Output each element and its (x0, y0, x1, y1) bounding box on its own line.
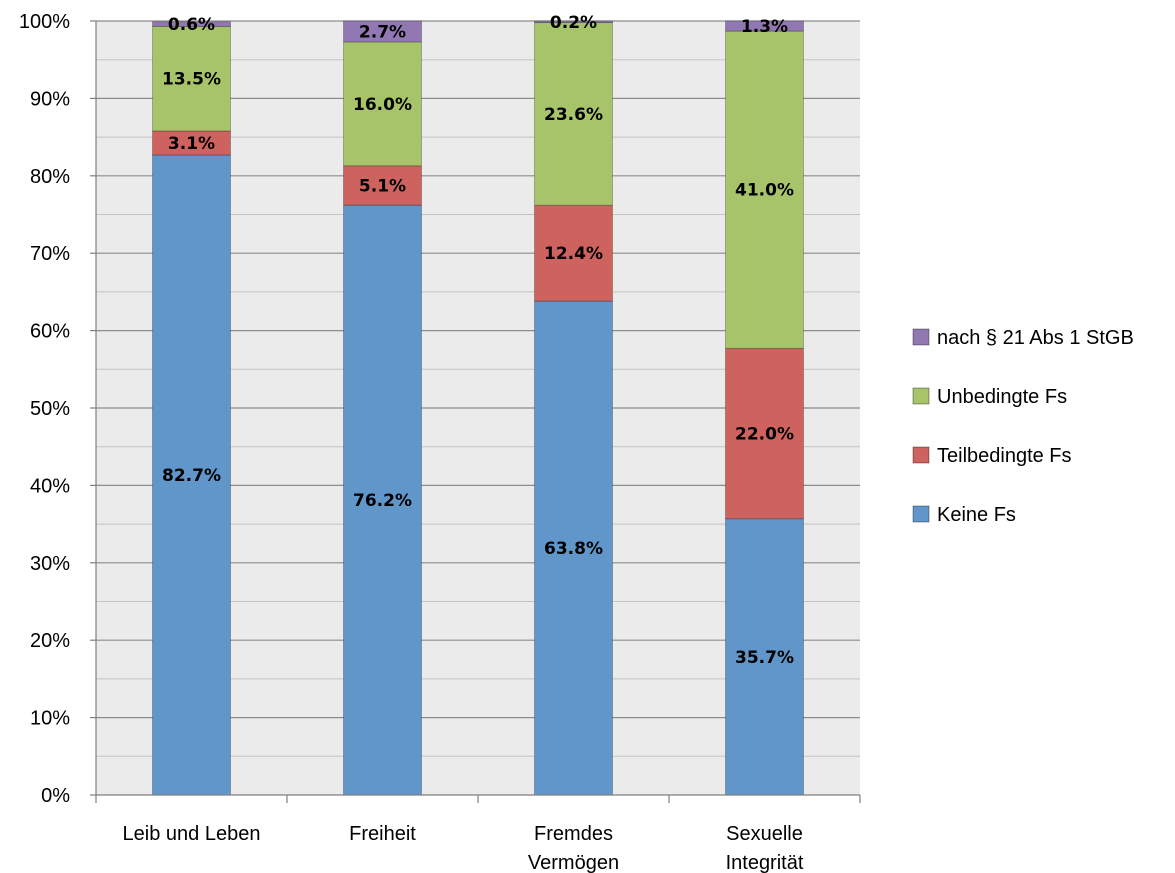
y-tick-label: 20% (30, 630, 70, 652)
y-tick-label: 80% (30, 166, 70, 188)
data-label: 0.6% (168, 15, 215, 35)
data-label: 13.5% (162, 70, 221, 90)
data-label: 82.7% (162, 466, 221, 486)
x-category-label: Sexuelle Integrität (726, 823, 804, 873)
data-label: 5.1% (359, 176, 406, 196)
bar-segment (152, 25, 231, 132)
legend-swatch (912, 446, 930, 464)
data-label: 2.7% (359, 22, 406, 42)
bar-segment (152, 21, 231, 27)
bar-segment (534, 20, 613, 24)
legend-swatch (912, 328, 930, 346)
data-label: 35.7% (735, 648, 794, 668)
legend: nach § 21 Abs 1 StGB Unbedingte Fs Teilbed… (912, 327, 1134, 526)
data-label: 23.6% (544, 105, 603, 125)
bar-segment (343, 204, 422, 796)
y-tick-label: 40% (30, 475, 70, 497)
y-tick-label: 90% (30, 88, 70, 110)
data-label: 3.1% (168, 134, 215, 154)
bar-segment (534, 204, 613, 302)
y-tick-label: 70% (30, 243, 70, 265)
data-label: 22.0% (735, 425, 794, 445)
bar-segment (343, 165, 422, 206)
bar-segment (725, 347, 804, 520)
data-label: 41.0% (735, 181, 794, 201)
legend-swatch (912, 505, 930, 523)
bar-segment (152, 130, 231, 156)
x-category-label: Fremdes Vermögen (528, 823, 619, 873)
legend-item-label: nach § 21 Abs 1 StGB (937, 327, 1134, 349)
data-label: 63.8% (544, 539, 603, 559)
axes: 0% 10% 20% 30% 40% 50% 60% 70% 80% 90% 100% Leib un… (19, 11, 861, 873)
y-tick-label: 60% (30, 321, 70, 343)
data-label: 0.2% (550, 13, 597, 33)
legend-item-label: Teilbedingte Fs (937, 445, 1072, 467)
y-tick-label: 30% (30, 553, 70, 575)
bar-segment (343, 20, 422, 43)
x-category-label: Freiheit (349, 823, 416, 845)
data-label: 76.2% (353, 491, 412, 511)
legend-swatch (912, 387, 930, 405)
bars (152, 20, 804, 796)
bar-segment (152, 154, 231, 796)
data-labels: 82.7% 3.1% 13.5% 0.6% 76.2% 5.1% 16.0% 2.7% 63.8… (162, 13, 794, 668)
bar-segment (534, 22, 613, 206)
data-label: 16.0% (353, 95, 412, 115)
y-tick-label: 0% (41, 785, 70, 807)
bar-segment (725, 20, 804, 32)
legend-item-label: Keine Fs (937, 504, 1016, 526)
y-tick-label: 10% (30, 708, 70, 730)
y-tick-label: 100% (19, 11, 70, 33)
data-label: 1.3% (741, 17, 788, 37)
y-tick-label: 50% (30, 398, 70, 420)
bar-segment (343, 41, 422, 167)
legend-item-label: Unbedingte Fs (937, 386, 1067, 408)
bar-segment (725, 30, 804, 349)
x-category-label: Leib und Leben (123, 823, 261, 845)
data-label: 12.4% (544, 244, 603, 264)
bar-segment (725, 518, 804, 796)
